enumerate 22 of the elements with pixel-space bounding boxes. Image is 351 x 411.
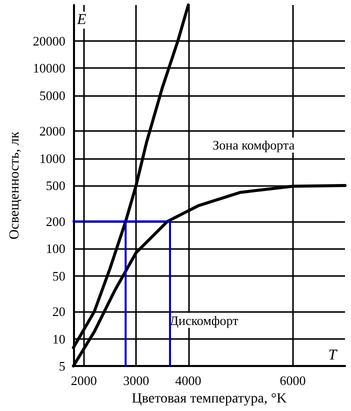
annotation: E — [76, 12, 86, 28]
annotation: Зона комфорта — [212, 138, 295, 153]
y-tick-label: 1000 — [39, 150, 66, 166]
annotation: Дискомфорт — [170, 312, 239, 328]
x-tick-label: 6000 — [280, 373, 306, 388]
y-tick-label: 500 — [46, 178, 66, 193]
y-tick-label: 20 — [52, 304, 66, 320]
x-tick-label: 2000 — [70, 373, 97, 388]
y-tick-label: 10 — [52, 331, 66, 346]
x-axis-title: Цветовая температура, °K — [132, 392, 287, 406]
y-tick-label: 200 — [46, 214, 66, 229]
y-tick-label: 100 — [46, 241, 66, 256]
x-tick-label: 3000 — [123, 373, 150, 388]
y-tick-label: 5 — [58, 358, 66, 374]
y-tick-label: 20000 — [32, 33, 66, 48]
x-tick-label: 4000 — [175, 373, 202, 388]
y-tick-label: 5000 — [39, 88, 66, 103]
y-axis-title: Освещенность, лк — [8, 131, 22, 240]
y-tick-label: 2000 — [39, 124, 66, 139]
y-tick-label: 50 — [52, 268, 66, 284]
annotation: T — [328, 348, 338, 364]
y-tick-label: 10000 — [32, 60, 66, 76]
